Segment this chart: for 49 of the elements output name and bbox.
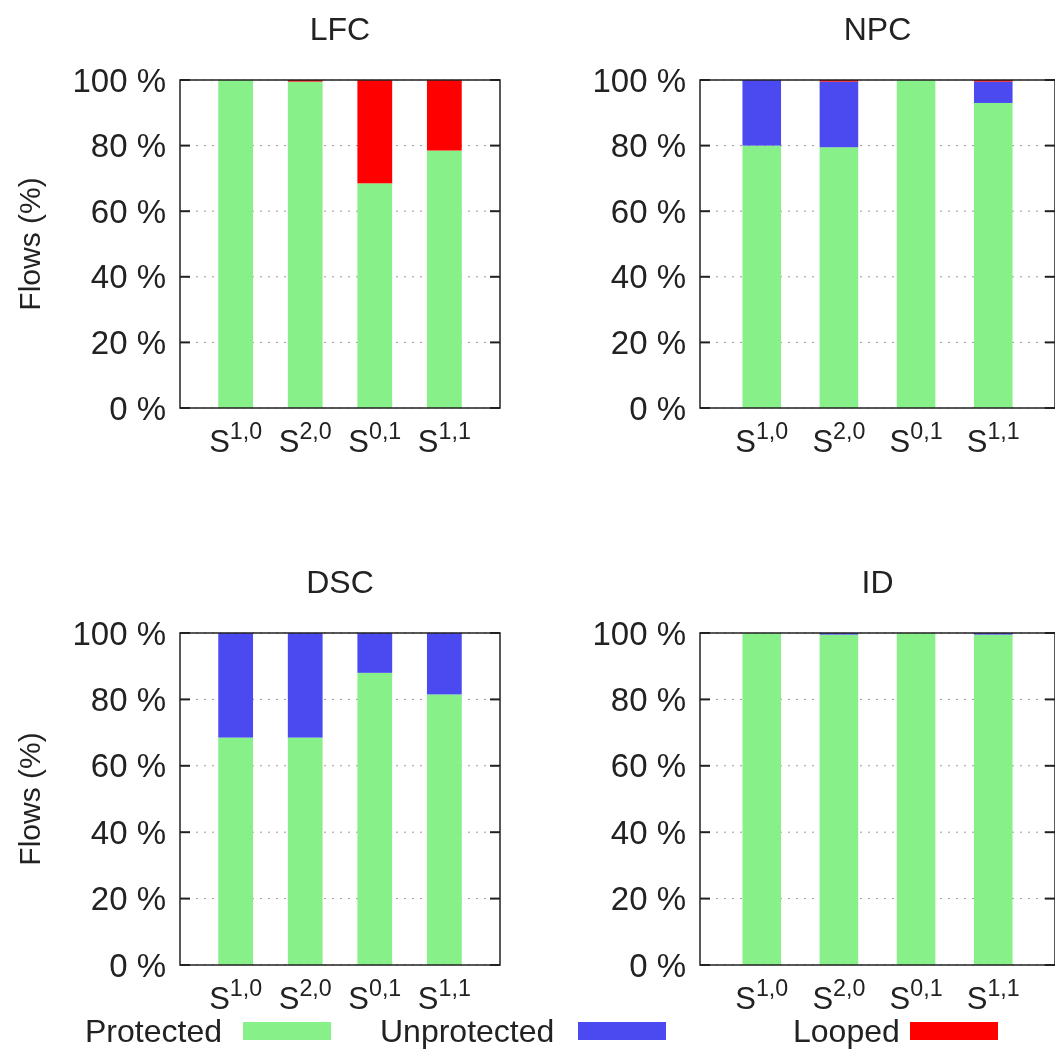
y-tick-label: 60 % — [90, 192, 166, 230]
y-axis-title: Flows (%) — [13, 732, 46, 866]
y-tick-label: 80 % — [90, 680, 166, 718]
y-axis-title: Flows (%) — [13, 177, 46, 311]
legend-label: Protected — [85, 1013, 222, 1049]
y-tick-label: 20 % — [610, 323, 686, 361]
x-tick-label: S$^{0,1}$ — [889, 418, 943, 459]
y-tick-label: 80 % — [90, 127, 166, 165]
y-tick-label: 20 % — [90, 323, 166, 361]
y-tick-label: 20 % — [610, 880, 686, 918]
x-tick-label: S$^{0,1}$ — [348, 418, 402, 459]
legend-label: Unprotected — [380, 1013, 555, 1049]
x-tick-label: S$^{2,0}$ — [278, 975, 332, 1016]
y-tick-label: 100 % — [592, 61, 686, 99]
chart-title: DSC — [306, 564, 374, 600]
legend-label: Looped — [793, 1013, 900, 1049]
chart-title: LFC — [309, 11, 371, 47]
x-tick-label: S$^{2,0}$ — [812, 418, 866, 459]
x-tick-label: S$^{1,0}$ — [735, 975, 789, 1016]
y-tick-label: 80 % — [610, 680, 686, 718]
y-tick-label: 60 % — [610, 747, 686, 785]
y-tick-label: 100 % — [72, 614, 166, 652]
y-tick-label: 0 % — [109, 946, 166, 984]
x-tick-label: S$^{1,0}$ — [209, 975, 263, 1016]
y-tick-label: 80 % — [610, 127, 686, 165]
y-tick-label: 0 % — [629, 946, 686, 984]
y-tick-label: 40 % — [90, 813, 166, 851]
x-tick-label: S$^{1,0}$ — [209, 418, 263, 459]
x-tick-label: S$^{1,1}$ — [966, 975, 1020, 1016]
y-tick-label: 0 % — [109, 389, 166, 427]
y-tick-label: 40 % — [610, 258, 686, 296]
chart-title: NPC — [843, 11, 912, 47]
x-tick-label: S$^{2,0}$ — [278, 418, 332, 459]
x-tick-label: S$^{1,1}$ — [417, 975, 471, 1016]
chart-title: ID — [861, 564, 894, 600]
y-tick-label: 100 % — [72, 61, 166, 99]
x-tick-label: S$^{0,1}$ — [889, 975, 943, 1016]
y-tick-label: 0 % — [629, 389, 686, 427]
x-tick-label: S$^{1,0}$ — [735, 418, 789, 459]
x-tick-label: S$^{0,1}$ — [348, 975, 402, 1016]
y-tick-label: 40 % — [610, 813, 686, 851]
y-tick-label: 60 % — [610, 192, 686, 230]
x-tick-label: S$^{1,1}$ — [966, 418, 1020, 459]
x-tick-label: S$^{2,0}$ — [812, 975, 866, 1016]
x-tick-label: S$^{1,1}$ — [417, 418, 471, 459]
y-tick-label: 60 % — [90, 747, 166, 785]
y-tick-label: 40 % — [90, 258, 166, 296]
y-tick-label: 100 % — [592, 614, 686, 652]
y-tick-label: 20 % — [90, 880, 166, 918]
